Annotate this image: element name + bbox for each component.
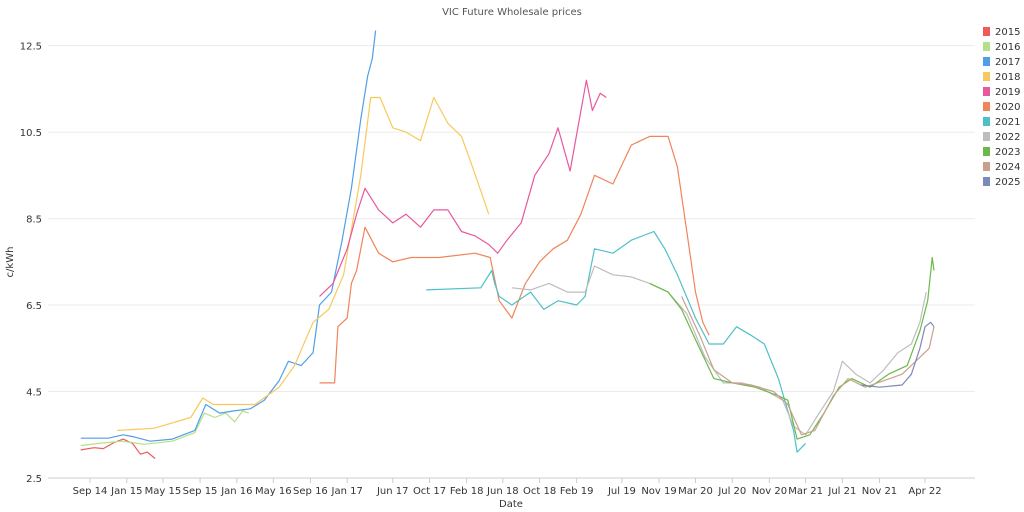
series-line-2022 (511, 265, 927, 436)
legend-item-2025[interactable]: 2025 (983, 177, 1020, 188)
x-tick-label: Feb 19 (560, 486, 594, 497)
legend-label: 2024 (995, 162, 1020, 173)
x-axis-ticks: Sep 14 Jan 15 May 15 Sep 15 Jan 16 May 16 Sep … (73, 478, 942, 497)
x-tick-label: Jan 15 (110, 486, 142, 497)
x-tick-label: May 15 (145, 486, 182, 497)
legend-item-2020[interactable]: 2020 (983, 102, 1020, 113)
legend: 2015 2016 2017 2018 2019 2020 2021 2022 2023 2024… (983, 27, 1020, 188)
legend-label: 2019 (995, 87, 1020, 98)
legend-swatch (983, 132, 990, 141)
y-tick-label: 4.5 (26, 388, 42, 399)
legend-item-2023[interactable]: 2023 (983, 147, 1020, 158)
x-tick-label: Jun 18 (486, 486, 519, 497)
legend-item-2015[interactable]: 2015 (983, 27, 1020, 38)
series-line-2019 (319, 79, 607, 297)
legend-item-2024[interactable]: 2024 (983, 162, 1020, 173)
legend-swatch (983, 102, 990, 111)
legend-swatch (983, 42, 990, 51)
legend-label: 2018 (995, 72, 1020, 83)
x-tick-label: Nov 20 (752, 486, 787, 497)
series-line-2025 (861, 321, 935, 388)
y-tick-label: 2.5 (26, 474, 42, 485)
legend-swatch (983, 87, 990, 96)
legend-label: 2016 (995, 42, 1020, 53)
x-tick-label: Jul 21 (827, 486, 856, 497)
x-tick-label: Sep 16 (293, 486, 328, 497)
x-tick-label: Jan 17 (331, 486, 363, 497)
x-tick-label: Mar 21 (788, 486, 823, 497)
x-tick-label: Mar 20 (678, 486, 713, 497)
legend-item-2016[interactable]: 2016 (983, 42, 1020, 53)
legend-label: 2023 (995, 147, 1020, 158)
legend-swatch (983, 117, 990, 126)
legend-label: 2022 (995, 132, 1020, 143)
x-tick-label: May 16 (255, 486, 292, 497)
x-tick-label: Jan 16 (220, 486, 252, 497)
legend-label: 2017 (995, 57, 1020, 68)
series-line-2021 (426, 230, 807, 453)
legend-item-2019[interactable]: 2019 (983, 87, 1020, 98)
legend-item-2018[interactable]: 2018 (983, 72, 1020, 83)
legend-swatch (983, 162, 990, 171)
legend-swatch (983, 72, 990, 81)
x-tick-label: Jul 19 (607, 486, 636, 497)
legend-swatch (983, 177, 990, 186)
legend-item-2021[interactable]: 2021 (983, 117, 1020, 128)
y-tick-label: 6.5 (26, 301, 42, 312)
x-axis-label: Date (499, 499, 523, 510)
y-tick-label: 12.5 (20, 42, 42, 53)
legend-label: 2015 (995, 27, 1020, 38)
x-tick-label: Feb 18 (450, 486, 484, 497)
series-line-2020 (319, 135, 710, 384)
series-line-2015 (80, 438, 156, 459)
grid-layer (48, 45, 975, 393)
x-tick-label: Nov 21 (862, 486, 897, 497)
y-tick-label: 10.5 (20, 128, 42, 139)
series-line-2024 (681, 296, 935, 436)
x-tick-label: Sep 14 (73, 486, 108, 497)
legend-label: 2025 (995, 177, 1020, 188)
x-tick-label: Sep 15 (183, 486, 218, 497)
y-axis-ticks: 2.5 4.5 6.5 8.5 10.5 12.5 (20, 42, 42, 485)
legend-item-2022[interactable]: 2022 (983, 132, 1020, 143)
series-layer (80, 30, 935, 459)
x-tick-label: Jun 17 (376, 486, 409, 497)
legend-swatch (983, 57, 990, 66)
series-line-2016 (80, 410, 250, 447)
x-tick-label: Nov 19 (641, 486, 676, 497)
legend-label: 2020 (995, 102, 1020, 113)
series-line-2023 (649, 256, 935, 440)
y-axis-label: c/kWh (5, 247, 16, 278)
x-tick-label: Oct 18 (523, 486, 556, 497)
legend-swatch (983, 27, 990, 36)
legend-swatch (983, 147, 990, 156)
x-tick-label: Jul 20 (717, 486, 746, 497)
series-line-2018 (117, 96, 490, 431)
legend-label: 2021 (995, 117, 1020, 128)
legend-item-2017[interactable]: 2017 (983, 57, 1020, 68)
chart-title: VIC Future Wholesale prices (442, 7, 582, 18)
series-line-2017 (80, 30, 377, 442)
y-tick-label: 8.5 (26, 215, 42, 226)
x-tick-label: Apr 22 (908, 486, 941, 497)
x-tick-label: Oct 17 (413, 486, 446, 497)
